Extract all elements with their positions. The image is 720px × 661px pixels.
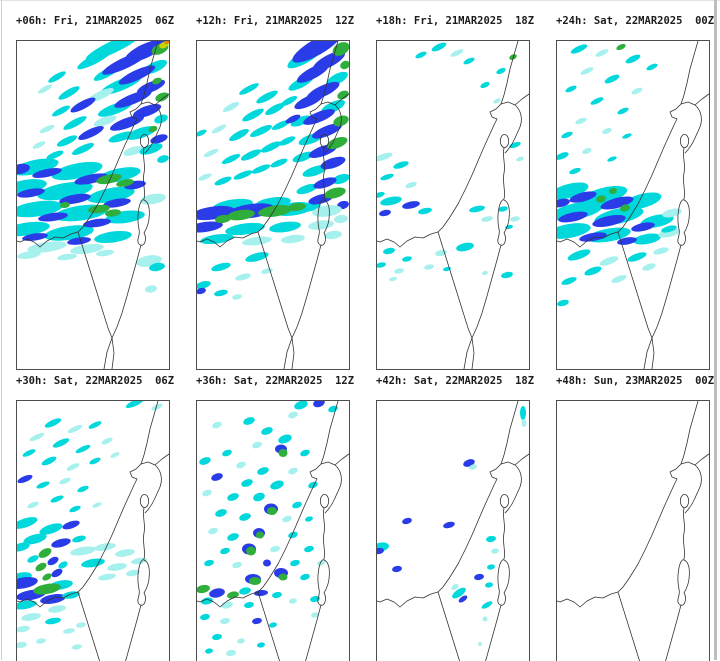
panel-title-4: +24h: Sat, 22MAR2025 00Z [556,15,715,27]
forecast-panel-5: +30h: Sat, 22MAR2025 06Z [16,374,175,661]
forecast-panel-4: +24h: Sat, 22MAR2025 00Z [556,14,715,370]
forecast-panel-7: +42h: Sat, 22MAR2025 18Z [376,374,535,661]
precip-map-2 [196,40,350,370]
forecast-panel-1: +06h: Fri, 21MAR2025 06Z [16,14,175,370]
precip-map-4 [556,40,710,370]
precip-map-3 [376,40,530,370]
precip-map-6 [196,400,350,661]
panel-title-8: +48h: Sun, 23MAR2025 00Z [556,375,715,387]
forecast-panel-3: +18h: Fri, 21MAR2025 18Z [376,14,535,370]
precip-map-7 [376,400,530,661]
map-linework [377,401,529,661]
precip-blobs [557,43,682,307]
page-edge-right [714,0,717,660]
precip-blobs [17,41,169,293]
panel-title-7: +42h: Sat, 22MAR2025 18Z [376,375,535,387]
forecast-panel-2: +12h: Fri, 21MAR2025 12Z [196,14,355,370]
page-edge-left [1,0,2,660]
precip-map-8 [556,400,710,661]
precip-map-5 [16,400,170,661]
map-linework [557,401,709,661]
panel-title-6: +36h: Sat, 22MAR2025 12Z [196,375,355,387]
panel-title-3: +18h: Fri, 21MAR2025 18Z [376,15,535,27]
map-linework [17,401,169,661]
forecast-panel-8: +48h: Sun, 23MAR2025 00Z [556,374,715,661]
panel-title-5: +30h: Sat, 22MAR2025 06Z [16,375,175,387]
precip-blobs [377,406,527,646]
forecast-panel-6: +36h: Sat, 22MAR2025 12Z [196,374,355,661]
precip-map-1 [16,40,170,370]
panel-title-1: +06h: Fri, 21MAR2025 06Z [16,15,175,27]
map-linework [377,41,529,369]
page-edge-top [0,0,720,1]
panel-title-2: +12h: Fri, 21MAR2025 12Z [196,15,355,27]
precip-blobs [17,401,163,650]
precip-blobs [377,42,524,282]
map-linework [197,401,349,661]
precip-blobs [197,41,349,300]
precip-blobs [197,401,338,657]
